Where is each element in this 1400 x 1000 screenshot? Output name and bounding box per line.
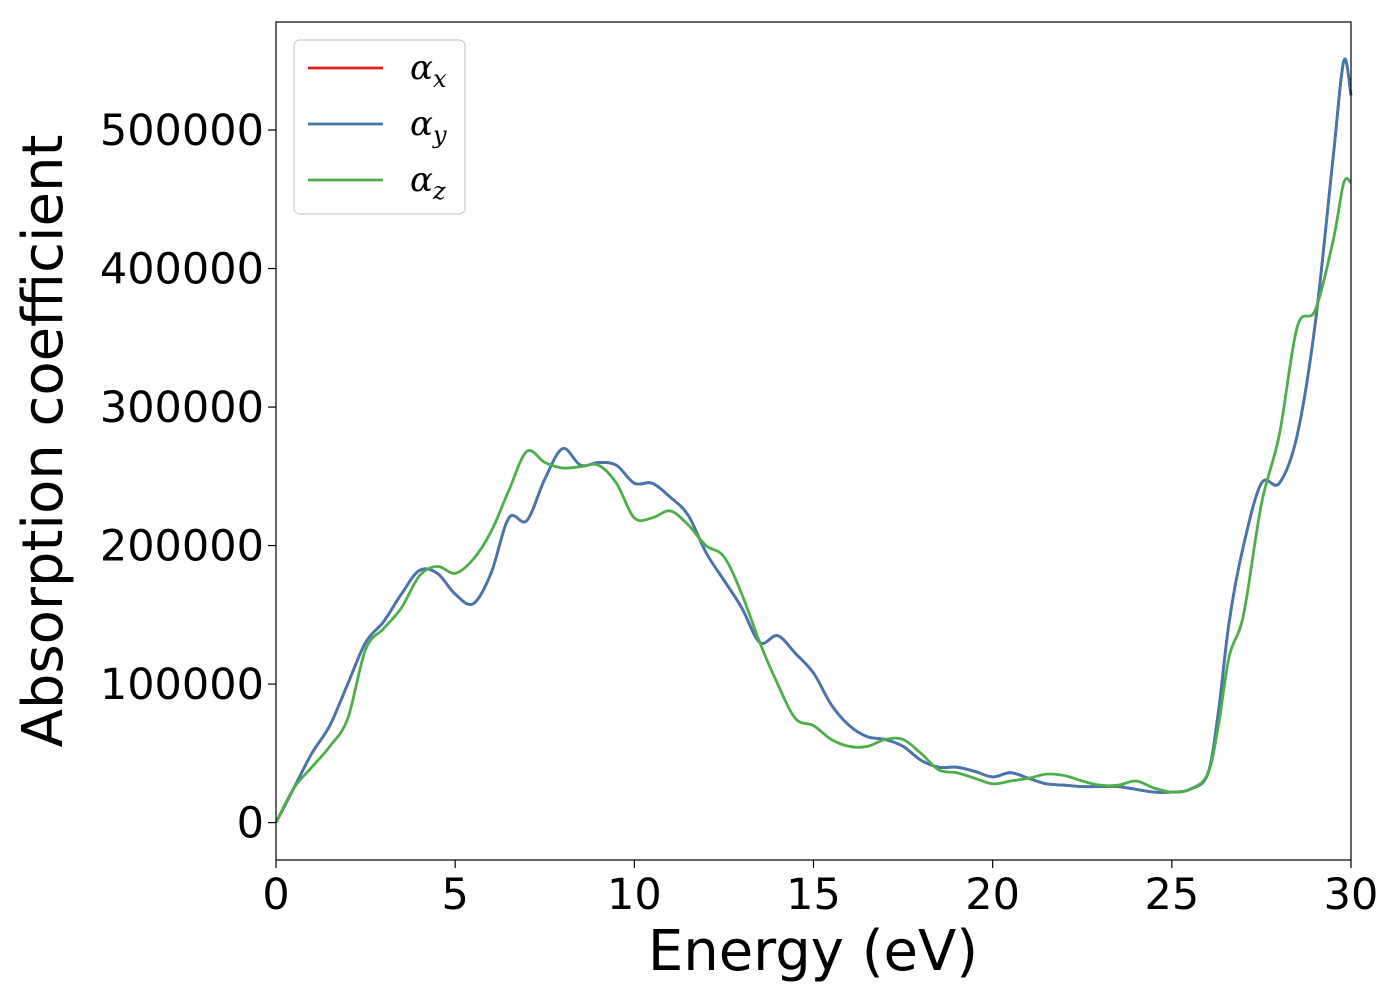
legend-box [293, 39, 466, 215]
x-tick-label: 10 [607, 870, 662, 920]
y-tick-label: 500000 [100, 106, 264, 156]
x-tick-label: 15 [786, 870, 841, 920]
x-tick-label: 5 [441, 870, 468, 920]
series-line-y [274, 57, 1353, 824]
y-tick-label: 0 [237, 799, 264, 849]
y-tick-label: 300000 [100, 383, 264, 433]
x-axis-title: Energy (eV) [648, 919, 978, 984]
y-tick-label: 200000 [100, 522, 264, 572]
legend-label-x: αx [410, 48, 447, 93]
y-axis-ticks: 0 100000 200000 300000 400000 500000 [100, 106, 276, 849]
y-axis-title: Absorption coefficient [11, 135, 76, 748]
x-axis-ticks: 0 5 10 15 20 25 30 [262, 860, 1378, 920]
x-tick-label: 0 [262, 870, 289, 920]
legend-label-z: αz [410, 160, 446, 205]
y-tick-label: 400000 [100, 245, 264, 295]
legend-label-y: αy [410, 104, 447, 149]
legend: αx αy αz [293, 39, 466, 215]
x-tick-label: 25 [1144, 870, 1199, 920]
series-line-z [274, 177, 1352, 824]
y-tick-label: 100000 [100, 660, 264, 710]
x-tick-label: 30 [1324, 870, 1379, 920]
series-layer [274, 57, 1353, 824]
x-tick-label: 20 [965, 870, 1020, 920]
